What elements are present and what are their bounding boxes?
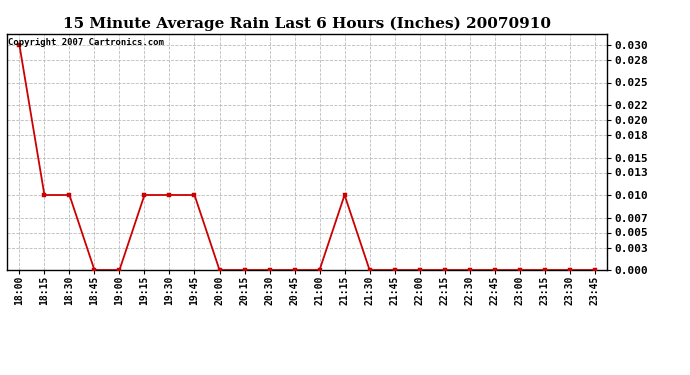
Title: 15 Minute Average Rain Last 6 Hours (Inches) 20070910: 15 Minute Average Rain Last 6 Hours (Inc… — [63, 17, 551, 31]
Text: Copyright 2007 Cartronics.com: Copyright 2007 Cartronics.com — [8, 39, 164, 48]
